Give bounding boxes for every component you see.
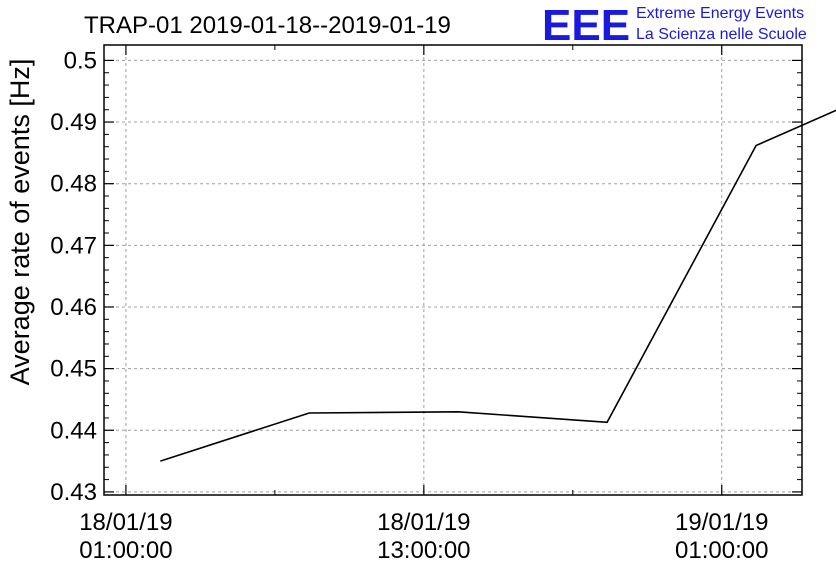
x-tick-label-date: 18/01/19	[377, 509, 470, 536]
logo: EEE Extreme Energy Events La Scienza nel…	[542, 1, 807, 50]
grid	[104, 45, 802, 495]
x-tick-label-time: 01:00:00	[675, 537, 768, 564]
logo-line-1: Extreme Energy Events	[636, 5, 804, 22]
series-line	[160, 109, 836, 462]
y-tick-label: 0.44	[50, 417, 97, 444]
y-tick-label: 0.45	[50, 356, 97, 383]
y-tick-label: 0.47	[50, 232, 97, 259]
y-tick-label: 0.49	[50, 109, 97, 136]
chart-title: TRAP-01 2019-01-18--2019-01-19	[84, 12, 451, 39]
y-tick-label: 0.46	[50, 294, 97, 321]
y-tick-label: 0.5	[64, 47, 97, 74]
series-group	[160, 109, 836, 462]
axis-ticks	[104, 45, 802, 495]
logo-mark: EEE	[542, 1, 630, 50]
y-tick-label: 0.48	[50, 171, 97, 198]
y-axis-label: Average rate of events [Hz]	[5, 59, 35, 386]
y-tick-labels: 0.43 0.44 0.45 0.46 0.47 0.48 0.49 0.5	[50, 47, 97, 506]
logo-line-2: La Scienza nelle Scuole	[636, 26, 807, 43]
plot-frame	[103, 44, 803, 496]
x-tick-label-date: 19/01/19	[675, 509, 768, 536]
x-tick-label-date: 18/01/19	[79, 509, 172, 536]
x-tick-label-time: 13:00:00	[377, 537, 470, 564]
x-tick-label-time: 01:00:00	[79, 537, 172, 564]
y-tick-label: 0.43	[50, 479, 97, 506]
x-tick-labels: 18/01/1901:00:0018/01/1913:00:0019/01/19…	[79, 509, 768, 564]
